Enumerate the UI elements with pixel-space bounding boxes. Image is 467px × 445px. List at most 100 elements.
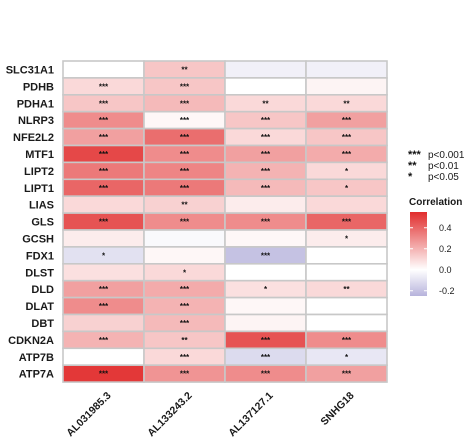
significance-mark: *** — [99, 82, 109, 91]
significance-key-label: p<0.05 — [428, 172, 459, 183]
significance-mark: *** — [180, 370, 190, 379]
legend-color-bar — [410, 212, 427, 296]
significance-mark: *** — [180, 184, 190, 193]
significance-mark: *** — [261, 184, 271, 193]
significance-mark: *** — [261, 353, 271, 362]
row-label-lipt1: LIPT1 — [24, 183, 54, 195]
heatmap-cell — [224, 195, 307, 214]
significance-mark: *** — [99, 116, 109, 125]
row-label-dld: DLD — [31, 284, 54, 296]
legend-tick-label: 0.4 — [439, 223, 452, 233]
legend-title: Correlation — [409, 197, 462, 208]
significance-mark: *** — [99, 336, 109, 345]
significance-mark: *** — [180, 319, 190, 328]
significance-key-symbol: * — [408, 171, 413, 183]
significance-key-symbol: ** — [408, 160, 417, 172]
column-labels: AL031985.3 AL133243.2 AL137127.1 SNHG18 — [64, 390, 356, 439]
significance-mark: *** — [342, 150, 352, 159]
row-label-dbt: DBT — [31, 318, 54, 330]
significance-mark: *** — [99, 133, 109, 142]
color-legend: Correlation 0.4 0.2 0.0 -0.2 — [409, 197, 462, 296]
row-label-dlst: DLST — [25, 267, 54, 279]
row-label-slc31a1: SLC31A1 — [6, 64, 54, 76]
heatmap-cell — [224, 262, 307, 282]
legend-tick-label: 0.2 — [439, 244, 452, 254]
significance-mark: ** — [181, 201, 188, 210]
column-label-al133243-2: AL133243.2 — [145, 390, 194, 439]
row-label-gls: GLS — [31, 217, 54, 229]
row-label-pdhb: PDHB — [23, 81, 54, 93]
significance-mark: *** — [261, 116, 271, 125]
row-label-atp7b: ATP7B — [19, 352, 54, 364]
significance-mark: *** — [342, 336, 352, 345]
heatmap-cell — [224, 296, 307, 316]
row-label-pdha1: PDHA1 — [17, 98, 54, 110]
heatmap-cell — [305, 77, 388, 96]
row-label-fdx1: FDX1 — [26, 250, 54, 262]
significance-mark: *** — [180, 133, 190, 142]
significance-mark: *** — [99, 184, 109, 193]
significance-mark: *** — [99, 99, 109, 108]
significance-mark: *** — [342, 218, 352, 227]
significance-mark: *** — [99, 167, 109, 176]
heatmap-cell — [143, 246, 226, 265]
column-label-al137127-1: AL137127.1 — [226, 390, 275, 439]
significance-mark: *** — [180, 116, 190, 125]
significance-key: *** p<0.001 ** p<0.01 * p<0.05 — [408, 149, 465, 183]
significance-mark: *** — [261, 370, 271, 379]
significance-mark: *** — [342, 116, 352, 125]
significance-mark: ** — [262, 99, 269, 108]
column-label-al031985-3: AL031985.3 — [64, 390, 113, 439]
legend-tick-label: 0.0 — [439, 265, 452, 275]
significance-mark: * — [345, 184, 349, 193]
significance-mark: ** — [343, 285, 350, 294]
legend-tick-label: -0.2 — [439, 286, 455, 296]
significance-mark: * — [102, 251, 106, 260]
significance-mark: ** — [343, 99, 350, 108]
heatmap-cell — [62, 313, 145, 333]
significance-key-label: p<0.001 — [428, 150, 465, 161]
row-label-gcsh: GCSH — [22, 233, 54, 245]
significance-mark: *** — [261, 336, 271, 345]
row-labels: SLC31A1 PDHB PDHA1 NLRP3 NFE2L2 MTF1 LIPT2 LIPT… — [6, 64, 55, 380]
heatmap-cell — [62, 262, 145, 282]
heatmap-cell — [305, 262, 388, 282]
heatmap-cell — [62, 60, 145, 79]
significance-mark: * — [345, 234, 349, 243]
significance-mark: *** — [180, 302, 190, 311]
heatmap-cell — [62, 347, 145, 366]
heatmap-cell — [305, 313, 388, 333]
significance-mark: * — [345, 167, 349, 176]
significance-mark: *** — [99, 150, 109, 159]
significance-mark: *** — [99, 302, 109, 311]
row-label-dlat: DLAT — [25, 301, 54, 313]
significance-mark: *** — [342, 370, 352, 379]
significance-mark: * — [345, 353, 349, 362]
significance-mark: *** — [180, 353, 190, 362]
significance-mark: * — [183, 268, 187, 277]
row-label-nfe2l2: NFE2L2 — [13, 132, 54, 144]
significance-mark: ** — [181, 336, 188, 345]
heatmap-cell — [305, 195, 388, 214]
heatmap-cell — [143, 229, 226, 248]
significance-mark: *** — [99, 218, 109, 227]
heatmap-cell — [224, 229, 307, 248]
significance-mark: *** — [342, 133, 352, 142]
significance-mark: *** — [99, 370, 109, 379]
row-label-nlrp3: NLRP3 — [18, 115, 54, 127]
significance-mark: *** — [180, 285, 190, 294]
row-label-mtf1: MTF1 — [25, 149, 54, 161]
row-label-cdkn2a: CDKN2A — [8, 335, 54, 347]
significance-key-label: p<0.01 — [428, 161, 459, 172]
significance-mark: *** — [180, 99, 190, 108]
heatmap-cell — [224, 313, 307, 333]
heatmap-cell — [224, 77, 307, 96]
significance-mark: *** — [180, 167, 190, 176]
heatmap-cell — [224, 60, 307, 79]
significance-mark: *** — [261, 251, 271, 260]
significance-mark: *** — [180, 82, 190, 91]
heatmap-cell — [305, 364, 388, 383]
significance-mark: *** — [261, 133, 271, 142]
significance-mark: *** — [261, 167, 271, 176]
